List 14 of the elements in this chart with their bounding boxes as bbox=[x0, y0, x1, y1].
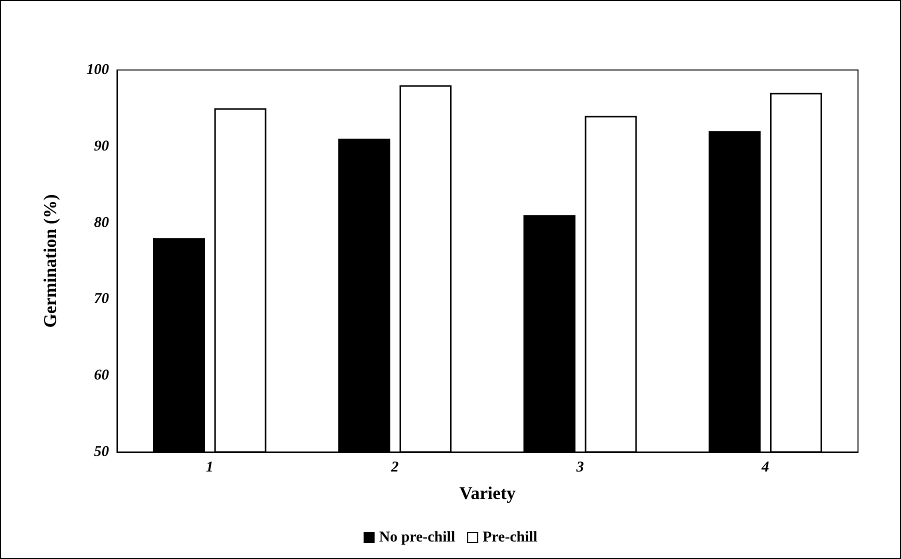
x-tick-label: 1 bbox=[206, 460, 214, 476]
legend-label: Pre-chill bbox=[482, 530, 538, 546]
y-tick-label: 50 bbox=[94, 444, 110, 460]
y-tick-label: 100 bbox=[86, 62, 110, 78]
y-axis-title: Germination (%) bbox=[40, 194, 60, 328]
x-tick-label: 3 bbox=[575, 460, 584, 476]
x-tick-label: 4 bbox=[760, 460, 770, 476]
legend-label: No pre-chill bbox=[379, 530, 456, 546]
x-tick-label: 2 bbox=[390, 460, 400, 476]
y-tick-label: 90 bbox=[94, 138, 110, 154]
x-axis-title: Variety bbox=[459, 483, 516, 503]
y-tick-label: 70 bbox=[94, 291, 110, 308]
y-tick-label: 60 bbox=[94, 368, 110, 384]
y-tick-label: 80 bbox=[94, 214, 110, 231]
